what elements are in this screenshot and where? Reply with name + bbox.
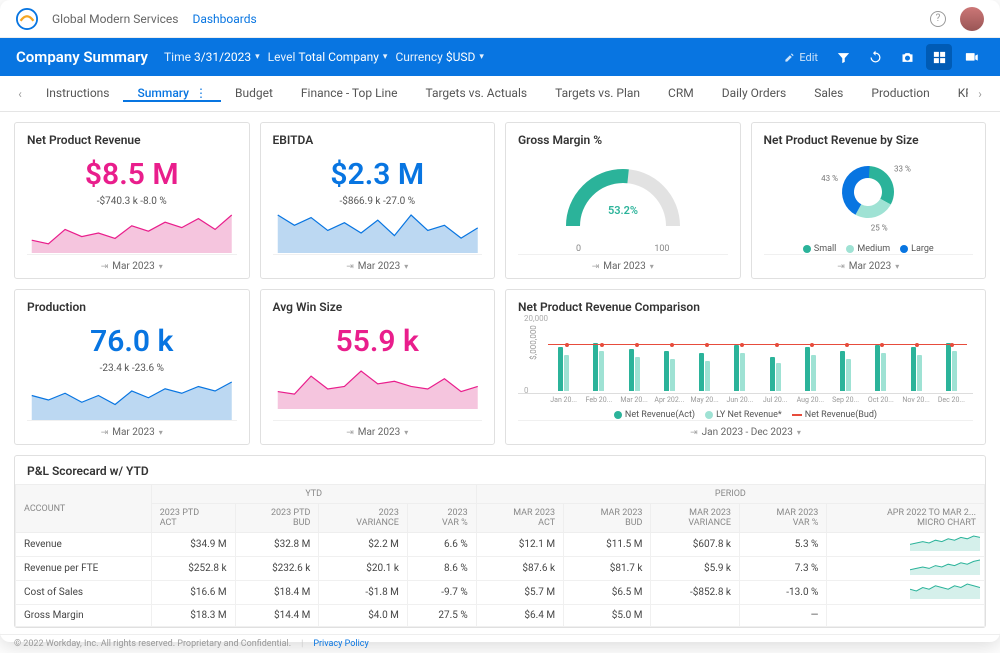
page-footer: © 2022 Workday, Inc. All rights reserved… — [0, 634, 1000, 653]
col-group-period: PERIOD — [476, 485, 984, 504]
tab-finance-top-line[interactable]: Finance - Top Line — [287, 86, 412, 100]
card-avg-win-size: Avg Win Size 55.9 k Mar 2023 — [260, 289, 496, 445]
table-row: Cost of Sales$16.6 M$18.4 M-$1.8 M-9.7 %… — [16, 581, 985, 605]
gauge-labels: 0100 — [518, 244, 728, 254]
table-row: Gross Margin$18.3 M$14.4 M$4.0 M27.5 %$6… — [16, 605, 985, 627]
tab-production[interactable]: Production — [857, 86, 943, 100]
col-account: ACCOUNT — [16, 485, 152, 533]
svg-text:43 %: 43 % — [821, 174, 838, 183]
card-title: Net Product Revenue — [27, 133, 237, 147]
svg-text:53.2%: 53.2% — [608, 204, 638, 217]
dashboards-link[interactable]: Dashboards — [192, 12, 256, 26]
donut-chart: 33 % 25 % 43 % — [803, 149, 933, 238]
filter-time[interactable]: 3/31/2023 — [194, 50, 260, 64]
tabs-next[interactable]: › — [968, 87, 992, 101]
tab-summary[interactable]: Summary⋮ — [123, 86, 221, 102]
card-title: Production — [27, 300, 237, 314]
tab-sales[interactable]: Sales — [800, 86, 857, 100]
card-production: Production 76.0 k -23.4 k -23.6 % Mar 20… — [14, 289, 250, 445]
kpi-value: 55.9 k — [273, 324, 483, 359]
svg-text:25 %: 25 % — [871, 223, 888, 232]
table-row: Revenue per FTE$252.8 k$232.6 k$20.1 k8.… — [16, 557, 985, 581]
period-selector[interactable]: Mar 2023 — [27, 254, 237, 272]
card-revenue-comparison: Net Product Revenue Comparison $,000,000… — [505, 289, 986, 445]
sparkline — [273, 213, 483, 253]
tab-crm[interactable]: CRM — [654, 86, 708, 100]
period-selector[interactable]: Mar 2023 — [764, 254, 974, 272]
filter-icon[interactable] — [830, 44, 856, 70]
period-selector[interactable]: Mar 2023 — [518, 254, 728, 272]
col-group-ytd: YTD — [151, 485, 476, 504]
pnl-scorecard: P&L Scorecard w/ YTD ACCOUNT YTD PERIOD … — [14, 455, 986, 628]
svg-text:33 %: 33 % — [894, 165, 911, 174]
card-ebitda: EBITDA $2.3 M -$866.9 k -27.0 % Mar 2023 — [260, 122, 496, 279]
tab-budget[interactable]: Budget — [221, 86, 287, 100]
tab-kpis[interactable]: KPIs — [944, 86, 968, 100]
card-revenue-by-size: Net Product Revenue by Size 33 % 25 % 43 %… — [751, 122, 987, 279]
table-title: P&L Scorecard w/ YTD — [15, 456, 985, 484]
period-selector[interactable]: Jan 2023 - Dec 2023 — [518, 420, 973, 438]
top-nav: Global Modern Services Dashboards ? — [0, 0, 1000, 38]
tabs-prev[interactable]: ‹ — [8, 87, 32, 101]
camera-icon[interactable] — [894, 44, 920, 70]
workday-logo — [16, 8, 38, 30]
sparkline — [27, 213, 237, 253]
refresh-icon[interactable] — [862, 44, 888, 70]
dashboard-grid: Net Product Revenue $8.5 M -$740.3 k -8.… — [0, 112, 1000, 455]
tab-targets-vs-actuals[interactable]: Targets vs. Actuals — [411, 86, 541, 100]
card-gross-margin: Gross Margin % 53.2% 0100 Mar 2023 — [505, 122, 741, 279]
chart-legend: Net Revenue(Act)LY Net Revenue*Net Reven… — [518, 410, 973, 420]
donut-legend: SmallMediumLarge — [764, 244, 974, 254]
bar-chart: $,000,000 20,000 0 Jan 20...Feb 20...Mar… — [518, 316, 973, 404]
card-title: EBITDA — [273, 133, 483, 147]
period-selector[interactable]: Mar 2023 — [273, 420, 483, 438]
edit-button[interactable]: Edit — [784, 51, 818, 64]
present-icon[interactable] — [958, 44, 984, 70]
org-name: Global Modern Services — [52, 12, 178, 26]
kpi-delta: -$866.9 k -27.0 % — [273, 196, 483, 207]
tabs-bar: ‹ InstructionsSummary⋮BudgetFinance - To… — [0, 76, 1000, 112]
kpi-value: 76.0 k — [27, 324, 237, 359]
period-selector[interactable]: Mar 2023 — [27, 420, 237, 438]
filter-bar: Company Summary Time 3/31/2023Level Tota… — [0, 38, 1000, 76]
card-title: Net Product Revenue Comparison — [518, 300, 973, 314]
gauge-chart: 53.2% — [553, 156, 693, 239]
pnl-table: ACCOUNT YTD PERIOD 2023 PTDACT2023 PTDBU… — [15, 484, 985, 627]
period-selector[interactable]: Mar 2023 — [273, 254, 483, 272]
card-net-revenue: Net Product Revenue $8.5 M -$740.3 k -8.… — [14, 122, 250, 279]
card-title: Gross Margin % — [518, 133, 728, 147]
page-title: Company Summary — [16, 48, 148, 66]
tab-targets-vs-plan[interactable]: Targets vs. Plan — [541, 86, 654, 100]
kpi-delta: -$740.3 k -8.0 % — [27, 196, 237, 207]
tab-instructions[interactable]: Instructions — [32, 86, 123, 100]
card-title: Net Product Revenue by Size — [764, 133, 974, 147]
table-row: Revenue$34.9 M$32.8 M$2.2 M6.6 %$12.1 M$… — [16, 533, 985, 557]
kpi-value: $2.3 M — [273, 157, 483, 192]
card-title: Avg Win Size — [273, 300, 483, 314]
sparkline — [273, 369, 483, 409]
sparkline — [27, 380, 237, 420]
filter-currency[interactable]: $USD — [446, 50, 484, 64]
privacy-link[interactable]: Privacy Policy — [313, 639, 368, 649]
kpi-value: $8.5 M — [27, 157, 237, 192]
kpi-delta: -23.4 k -23.6 % — [27, 363, 237, 374]
grid-view-icon[interactable] — [926, 44, 952, 70]
help-icon[interactable]: ? — [930, 11, 946, 27]
filter-level[interactable]: Total Company — [298, 50, 387, 64]
user-avatar[interactable] — [960, 7, 984, 31]
tab-daily-orders[interactable]: Daily Orders — [708, 86, 801, 100]
